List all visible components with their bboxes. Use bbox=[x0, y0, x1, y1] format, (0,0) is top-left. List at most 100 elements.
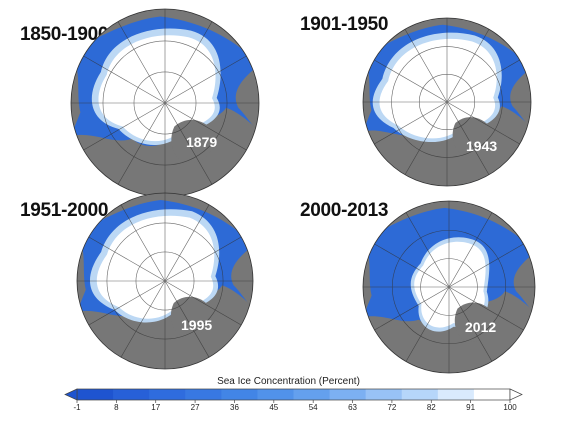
colorbar-swatch bbox=[437, 389, 475, 400]
greenland bbox=[171, 119, 217, 164]
colorbar-swatch bbox=[221, 389, 258, 400]
colorbar-swatch bbox=[113, 389, 150, 400]
year-label: 1879 bbox=[186, 134, 218, 150]
meridian bbox=[404, 29, 448, 103]
meridian bbox=[405, 286, 450, 362]
colorbar-swatch bbox=[329, 389, 367, 400]
meridian bbox=[448, 212, 493, 288]
colorbar-swatch bbox=[257, 389, 294, 400]
meridian bbox=[446, 101, 490, 175]
land-mass bbox=[231, 245, 253, 308]
meridian bbox=[120, 204, 166, 282]
map-border bbox=[362, 17, 532, 187]
parallel bbox=[133, 71, 197, 135]
meridian bbox=[117, 102, 166, 185]
arctic-map bbox=[76, 192, 254, 370]
meridian bbox=[164, 55, 247, 104]
map-border bbox=[76, 192, 254, 370]
parallel bbox=[391, 229, 507, 345]
colorbar-tick-label: 72 bbox=[387, 403, 397, 412]
colorbar-tick-label: 27 bbox=[190, 403, 200, 412]
period-label: 1901-1950 bbox=[300, 14, 389, 35]
meridian bbox=[164, 21, 213, 104]
meridian bbox=[120, 280, 166, 358]
colorbar-swatch bbox=[365, 389, 403, 400]
sea-ice bbox=[96, 215, 215, 319]
arctic-map bbox=[362, 17, 532, 187]
map-panel-2000-2013: 2000-2013 2012 bbox=[288, 188, 576, 376]
land-mass bbox=[363, 18, 531, 69]
colorbar-min-arrow bbox=[64, 388, 78, 401]
greenland bbox=[170, 296, 214, 338]
meridian bbox=[374, 243, 450, 288]
colorbar-swatch bbox=[401, 389, 439, 400]
meridian bbox=[164, 102, 213, 185]
year-label: 1943 bbox=[466, 138, 498, 154]
sea-ice bbox=[98, 35, 216, 142]
colorbar-swatch bbox=[77, 389, 114, 400]
parallel bbox=[102, 40, 228, 166]
meridian bbox=[446, 29, 490, 103]
colorbar-swatch bbox=[185, 389, 222, 400]
parallel bbox=[391, 46, 503, 158]
colorbar-tick-label: 8 bbox=[114, 403, 119, 412]
land-mass bbox=[513, 252, 535, 313]
greenland bbox=[452, 117, 494, 156]
parallel bbox=[420, 258, 478, 316]
meridian bbox=[164, 280, 242, 326]
parallel bbox=[418, 73, 476, 131]
land-mass bbox=[235, 65, 259, 132]
period-label: 1850-1900 bbox=[20, 24, 109, 45]
meridian bbox=[446, 59, 520, 103]
meridian bbox=[374, 286, 450, 331]
meridian bbox=[405, 212, 450, 288]
meridian bbox=[88, 236, 166, 282]
meridian bbox=[448, 286, 524, 331]
meridian bbox=[83, 102, 166, 151]
colorbar-swatch bbox=[293, 389, 331, 400]
map-panel-1951-2000: 1951-2000 1995 bbox=[0, 188, 288, 376]
colorbar-title: Sea Ice Concentration (Percent) bbox=[217, 376, 360, 387]
arctic-map bbox=[70, 8, 260, 198]
meridian bbox=[164, 236, 242, 282]
meridian bbox=[446, 101, 520, 145]
year-label: 2012 bbox=[465, 319, 497, 335]
colorbar-tick-label: 100 bbox=[503, 403, 517, 412]
colorbar-tick-label: 63 bbox=[348, 403, 357, 412]
meridian bbox=[404, 101, 448, 175]
map-panel-1850-1900: 1850-1900 1879 bbox=[0, 0, 288, 198]
meridian bbox=[117, 21, 166, 104]
period-label: 1951-2000 bbox=[20, 200, 109, 221]
colorbar-max-arrow bbox=[509, 388, 523, 401]
colorbar-swatch bbox=[473, 389, 511, 400]
meridian bbox=[448, 286, 493, 362]
arctic-map bbox=[362, 200, 536, 374]
colorbar-tick-label: 54 bbox=[308, 403, 318, 412]
meridian bbox=[83, 55, 166, 104]
colorbar-tick-label: 82 bbox=[426, 403, 436, 412]
period-label: 2000-2013 bbox=[300, 200, 389, 221]
meridian bbox=[88, 280, 166, 326]
meridian bbox=[164, 204, 210, 282]
map-panel-1901-1950: 1901-1950 1943 bbox=[288, 0, 576, 188]
meridian bbox=[374, 101, 448, 145]
land-mass bbox=[71, 9, 259, 66]
colorbar: Sea Ice Concentration (Percent) -1 8 17 27 3… bbox=[0, 376, 577, 425]
colorbar-scale bbox=[64, 388, 523, 403]
colorbar-tick-label: 36 bbox=[230, 403, 239, 412]
greenland bbox=[454, 302, 497, 342]
land-mass bbox=[510, 68, 531, 128]
colorbar-tick-label: -1 bbox=[73, 403, 81, 412]
meridian bbox=[164, 280, 210, 358]
parallel bbox=[106, 222, 224, 340]
map-border bbox=[362, 200, 536, 374]
colorbar-tick-label: 91 bbox=[466, 403, 476, 412]
parallel bbox=[135, 251, 195, 311]
meridian bbox=[374, 59, 448, 103]
colorbar-tick-label: 17 bbox=[151, 403, 161, 412]
land-mass bbox=[363, 201, 535, 253]
year-label: 1995 bbox=[181, 317, 213, 333]
meridian bbox=[164, 102, 247, 151]
colorbar-tick-label: 45 bbox=[269, 403, 279, 412]
colorbar-swatch bbox=[149, 389, 186, 400]
